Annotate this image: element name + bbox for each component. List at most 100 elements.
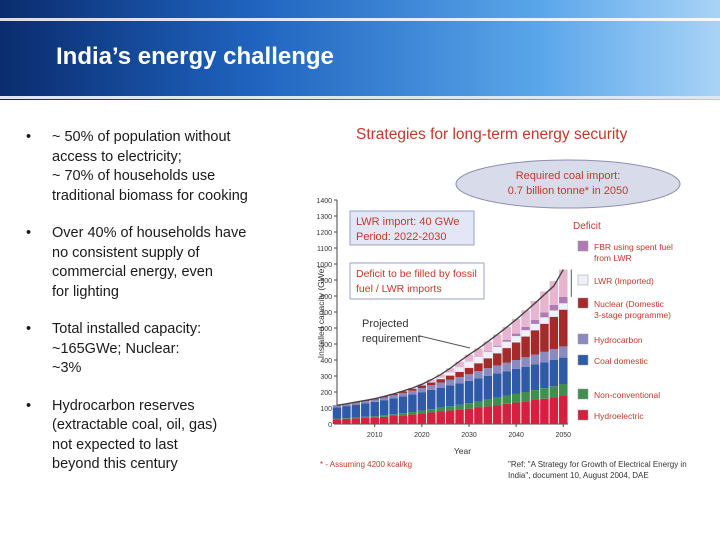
bar-segment: [436, 377, 445, 379]
x-tick-label: 2010: [367, 432, 383, 439]
bar-segment: [427, 390, 436, 409]
coal-import-text-2: 0.7 billion tonne* in 2050: [508, 185, 628, 197]
bar-segment: [474, 363, 483, 371]
legend-label-line: from LWR: [594, 253, 632, 263]
bar-segment: [521, 401, 530, 424]
bar-segment: [512, 369, 521, 394]
bar-segment: [455, 410, 464, 424]
bar-segment: [465, 409, 474, 424]
y-axis-title: Installed capacity (GWe): [316, 266, 326, 359]
bar-segment: [446, 385, 455, 406]
bar-segment: [512, 394, 521, 403]
bar-segment: [531, 320, 540, 324]
bar-segment: [493, 353, 502, 365]
x-tick-label: 2050: [555, 432, 571, 439]
bar-segment: [389, 398, 398, 414]
bar-segment: [361, 418, 370, 424]
bar-segment: [502, 396, 511, 404]
projected-arrow: [420, 336, 470, 348]
bar-segment: [484, 368, 493, 376]
bar-segment: [493, 347, 502, 353]
bar-segment: [474, 401, 483, 407]
deficit-label: Deficit: [573, 221, 601, 232]
bar-segment: [465, 355, 474, 362]
bar-segment: [380, 415, 389, 416]
bar-segment: [484, 352, 493, 358]
bar-segment: [446, 372, 455, 375]
bar-segment: [389, 414, 398, 416]
bar-segment: [465, 381, 474, 403]
bar-segment: [399, 396, 408, 413]
bar-segment: [559, 310, 568, 347]
bar-segment: [493, 346, 502, 347]
y-tick-label: 0: [328, 422, 332, 429]
legend-swatch: [578, 389, 588, 399]
deficit-callout-text-2: fuel / LWR imports: [356, 283, 442, 295]
bar-segment: [559, 384, 568, 396]
bar-segment: [446, 376, 455, 380]
bar-segment: [550, 305, 559, 311]
bar-segment: [352, 417, 361, 418]
bar-segment: [550, 386, 559, 397]
bar-segment: [493, 373, 502, 397]
reference-line-1: "Ref: "A Strategy for Growth of Electric…: [508, 460, 687, 469]
bar-segment: [502, 404, 511, 424]
y-tick-label: 1300: [316, 214, 332, 221]
lwr-import-text-2: Period: 2022-2030: [356, 231, 447, 243]
bar-segment: [361, 417, 370, 418]
bar-segment: [399, 415, 408, 424]
bar-segment: [352, 405, 361, 418]
bar-segment: [559, 396, 568, 424]
bar-segment: [540, 388, 549, 399]
bar-segment: [540, 352, 549, 362]
bar-segment: [427, 382, 436, 385]
legend-swatch: [578, 355, 588, 365]
bar-segment: [455, 405, 464, 410]
legend-swatch: [578, 410, 588, 420]
bar-segment: [531, 324, 540, 330]
bar-segment: [550, 397, 559, 424]
bar-segment: [455, 362, 464, 367]
legend-label: FBR using spent fuel from LWR: [594, 242, 673, 263]
bar-segment: [550, 317, 559, 349]
bar-segment: [455, 367, 464, 372]
bar-segment: [559, 346, 568, 357]
bar-segment: [512, 336, 521, 342]
legend-label-line: Nuclear (Domestic: [594, 299, 665, 309]
y-tick-label: 1400: [316, 198, 332, 205]
bar-segment: [531, 355, 540, 365]
x-tick-label: 2020: [414, 432, 430, 439]
bar-segment: [521, 357, 530, 366]
bar-segment: [408, 394, 417, 412]
bar-segment: [540, 317, 549, 323]
bar-segment: [521, 336, 530, 357]
bar-segment: [436, 412, 445, 424]
bar-segment: [342, 406, 351, 418]
bar-segment: [521, 392, 530, 401]
bar-segment: [502, 348, 511, 363]
bar-segment: [531, 390, 540, 400]
bar-segment: [540, 362, 549, 388]
bar-segment: [540, 324, 549, 352]
bar-segment: [370, 416, 379, 417]
bar-segment: [446, 380, 455, 386]
bar-segment: [408, 412, 417, 414]
legend-label-line: 3-stage programme): [594, 310, 671, 320]
x-axis-title: Year: [454, 446, 471, 456]
bar-segment: [512, 334, 521, 336]
bar-segment: [455, 372, 464, 377]
bar-segment: [550, 310, 559, 316]
bar-segment: [333, 407, 342, 418]
x-tick-label: 2040: [508, 432, 524, 439]
legend-label: Hydroelectric: [594, 411, 644, 421]
bar-segment: [512, 360, 521, 369]
y-tick-label: 1100: [317, 246, 332, 253]
bar-segment: [380, 400, 389, 415]
bar-segment: [436, 379, 445, 383]
legend-label: Nuclear (Domestic 3-stage programme): [594, 299, 671, 320]
bar-segment: [455, 383, 464, 405]
legend-swatch: [578, 298, 588, 308]
bar-segment: [333, 419, 342, 420]
bar-segment: [465, 368, 474, 374]
